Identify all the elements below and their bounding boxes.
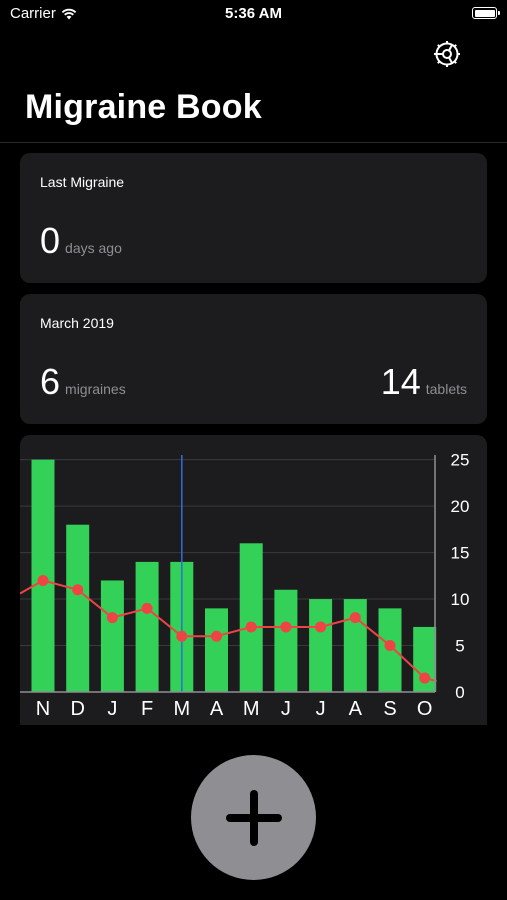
trend-point [37,574,49,586]
trend-point [245,621,257,633]
header-divider [0,142,507,143]
status-bar: Carrier 5:36 AM [0,0,507,30]
add-migraine-button[interactable] [191,755,316,880]
chart-bar [100,580,124,692]
chart-bar [309,599,333,692]
x-tick-label: S [383,698,396,720]
y-tick-label: 20 [451,497,470,516]
last-migraine-unit: days ago [65,240,122,256]
x-tick-label: A [349,698,363,720]
month-summary-card[interactable]: March 2019 6 migraines 14 tablets [20,294,487,424]
y-tick-label: 5 [455,637,464,656]
x-tick-label: N [36,698,50,720]
chart-bar [135,561,159,692]
x-tick-label: F [141,698,153,720]
x-tick-label: M [243,698,260,720]
trend-point [106,612,118,624]
y-tick-label: 0 [455,683,464,702]
page-title: Migraine Book [25,88,262,126]
trend-point [384,640,396,652]
trend-point [315,621,327,633]
last-migraine-title: Last Migraine [40,174,125,190]
chart-bar [205,608,228,692]
tablets-count: 14 [380,361,421,402]
monthly-chart[interactable]: 0 5 10 15 20 25 N D J F M A M J J A S O [20,435,487,725]
x-tick-label: J [316,698,326,720]
last-migraine-card[interactable]: Last Migraine 0 days ago [20,153,487,283]
x-tick-label: A [210,698,224,720]
battery-icon [472,7,500,19]
migraines-unit: migraines [65,381,126,397]
trend-point [211,630,222,642]
trend-point [349,612,361,624]
status-time: 5:36 AM [225,5,282,22]
chart-bar [413,626,437,692]
last-migraine-value: 0 [40,220,61,261]
trend-line [20,579,437,683]
chart-bar [239,543,263,692]
y-tick-label: 15 [451,544,470,563]
migraines-count: 6 [40,361,61,402]
trend-point [141,602,153,614]
trend-point [419,672,431,684]
carrier-label: Carrier [10,5,56,22]
x-tick-label: J [107,698,117,720]
x-tick-label: J [281,698,291,720]
settings-button[interactable] [430,37,464,71]
y-tick-label: 25 [451,451,470,470]
x-tick-label: O [417,698,433,720]
trend-point [280,621,292,633]
gear-icon [434,41,460,67]
chart-bar [274,589,298,692]
tablets-unit: tablets [425,381,467,397]
y-tick-label: 10 [451,590,470,609]
carrier-indicator: Carrier [10,5,77,22]
chart-bar [66,524,90,692]
plus-icon [225,789,282,846]
month-summary-title: March 2019 [40,315,114,331]
x-tick-label: M [173,698,190,720]
trend-point [72,584,84,596]
trend-point [176,630,188,642]
x-tick-label: D [70,698,84,720]
wifi-icon [61,8,77,19]
